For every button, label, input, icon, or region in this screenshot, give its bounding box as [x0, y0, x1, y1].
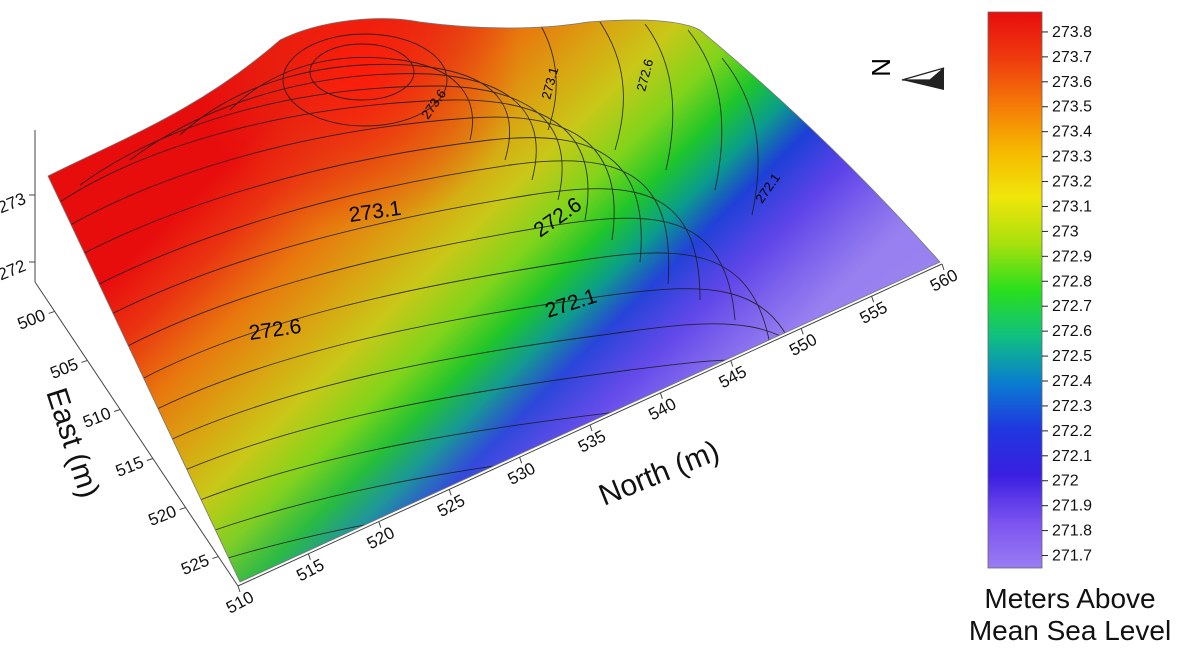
east-axis-line	[34, 281, 239, 587]
colorbar-tick-label: 273.1	[1052, 198, 1092, 215]
north-tick-mark	[378, 521, 382, 528]
north-tick-mark	[589, 424, 593, 432]
east-axis-title: East (m)	[39, 384, 105, 502]
colorbar-tick-label: 271.9	[1052, 498, 1092, 515]
north-tick-label: 545	[716, 362, 750, 392]
north-tick-mark	[659, 392, 663, 399]
colorbar-tick-label: 272.8	[1052, 273, 1092, 290]
north-tick-mark	[307, 553, 311, 560]
colorbar-title-line-2: Mean Sea Level	[969, 615, 1171, 646]
north-tick-label: 535	[575, 426, 609, 456]
colorbar-tick-label: 273.7	[1052, 49, 1092, 66]
north-tick-label: 520	[364, 523, 398, 553]
colorbar-tick-label: 272.5	[1052, 348, 1092, 365]
east-tick-label: 505	[47, 355, 80, 383]
east-tick-label: 520	[146, 502, 179, 530]
east-tick-label: 525	[178, 551, 211, 579]
z-tick-label: 273	[0, 189, 28, 217]
colorbar-tick-label: 272.1	[1052, 448, 1092, 465]
east-tick-mark	[146, 458, 154, 461]
north-arrow: N	[866, 58, 945, 90]
surface	[47, 18, 941, 583]
colorbar-tick-label: 273.3	[1052, 149, 1092, 166]
surface-outline	[47, 18, 941, 583]
north-tick-mark	[871, 296, 875, 303]
colorbar-tick-label: 272.4	[1052, 373, 1092, 390]
colorbar-gradient	[987, 11, 1043, 569]
north-tick-label: 515	[293, 555, 327, 585]
north-tick-label: 540	[645, 394, 679, 424]
colorbar-tick-label: 271.7	[1052, 548, 1092, 565]
colorbar-tick-label: 271.8	[1052, 523, 1092, 540]
north-tick-label: 525	[434, 491, 468, 521]
north-tick-label: 555	[857, 298, 891, 328]
colorbar: 273.8 273.7 273.6 273.5 273.4 273.3 273.2 273.1…	[969, 11, 1171, 646]
east-tick-mark	[179, 507, 186, 511]
east-tick-label: 515	[113, 453, 146, 481]
east-tick-mark	[48, 310, 55, 314]
east-tick-mark	[113, 409, 121, 412]
east-tick-label: 500	[15, 306, 48, 334]
colorbar-tick-label: 273.5	[1052, 99, 1092, 116]
north-tick-mark	[730, 360, 734, 367]
colorbar-tick-label: 273.2	[1052, 174, 1092, 191]
colorbar-tick-label: 272.9	[1052, 248, 1092, 265]
colorbar-tick-label: 272.2	[1052, 423, 1092, 440]
east-tick-mark	[81, 359, 88, 363]
north-axis-title: North (m)	[594, 434, 724, 512]
north-tick-mark	[941, 263, 945, 271]
colorbar-tick-label: 272.7	[1052, 298, 1092, 315]
north-tick-label: 510	[223, 587, 257, 617]
north-tick-mark	[448, 489, 452, 496]
colorbar-tick-label: 272.6	[1052, 323, 1092, 340]
colorbar-ticks: 273.8 273.7 273.6 273.5 273.4 273.3 273.2 273.1…	[1042, 24, 1092, 565]
colorbar-tick-label: 272	[1052, 473, 1079, 490]
north-tick-mark	[800, 328, 804, 335]
north-arrow-label: N	[866, 58, 896, 77]
colorbar-tick-label: 273.6	[1052, 74, 1092, 91]
colorbar-tick-label: 272.3	[1052, 398, 1092, 415]
north-tick-label: 550	[786, 330, 820, 360]
north-tick-label: 560	[927, 265, 961, 295]
z-axis-ticks: 272 273	[0, 189, 35, 284]
colorbar-tick-label: 273.8	[1052, 24, 1092, 41]
colorbar-tick-label: 273.4	[1052, 124, 1092, 141]
north-tick-mark	[519, 457, 523, 464]
colorbar-title-line-1: Meters Above	[984, 583, 1155, 614]
north-tick-mark	[237, 585, 241, 593]
colorbar-tick-label: 273	[1052, 223, 1079, 240]
z-tick-label: 272	[0, 256, 28, 284]
north-tick-label: 530	[505, 459, 539, 489]
east-tick-mark	[212, 556, 219, 560]
